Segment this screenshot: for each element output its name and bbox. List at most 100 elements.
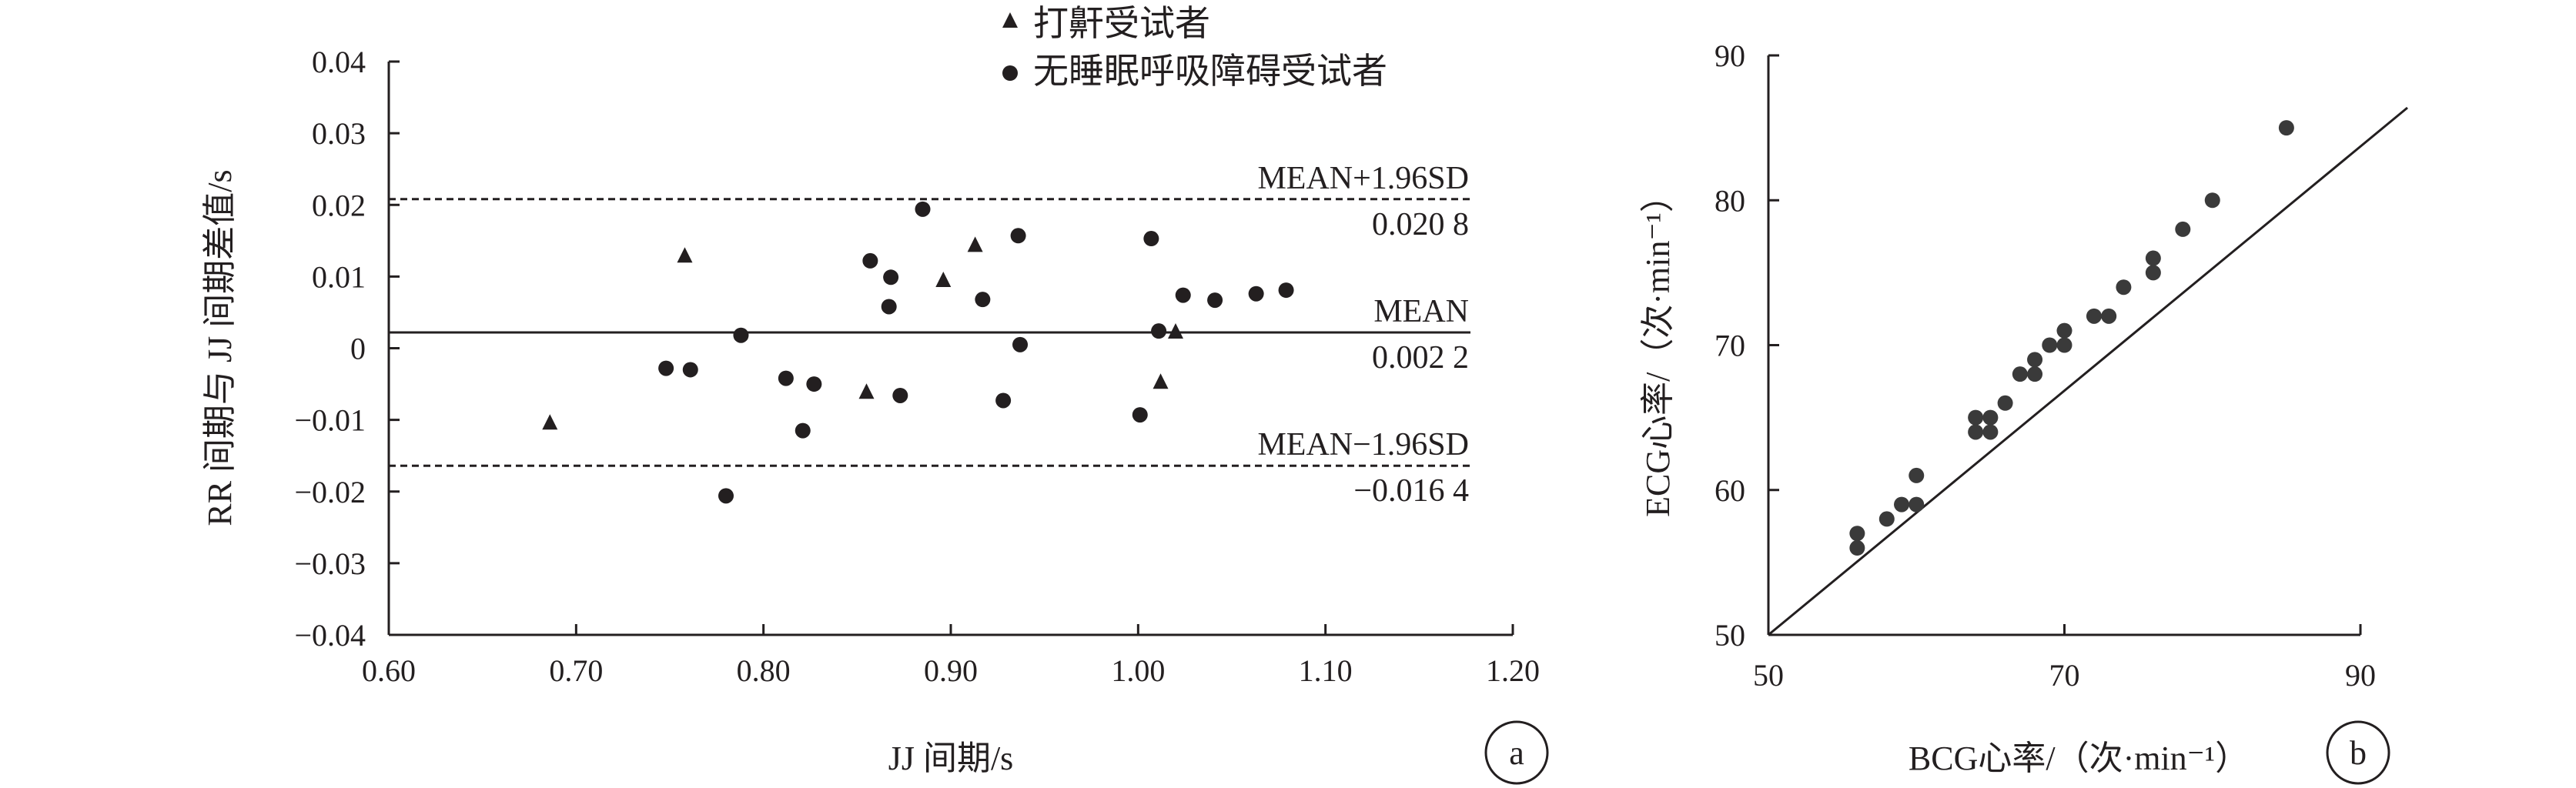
x-tick-label: 0.60: [362, 653, 416, 688]
y-tick-label: 0.01: [312, 259, 366, 294]
data-point-snoring: [1168, 323, 1183, 339]
data-point-snoring: [935, 271, 952, 287]
y-tick-label: 0.04: [312, 45, 366, 79]
y-tick-label: 0.03: [312, 116, 366, 151]
data-point-heart-rate: [2056, 337, 2073, 353]
data-point-normal: [975, 292, 991, 308]
x-tick-label: 1.10: [1299, 653, 1353, 688]
data-point-normal: [1012, 336, 1029, 352]
data-point-normal: [1010, 228, 1026, 244]
data-points-b: [1849, 120, 2294, 556]
legend-entry-snoring: 打鼾受试者: [1033, 4, 1210, 43]
data-point-heart-rate: [2012, 366, 2028, 382]
data-point-heart-rate: [1878, 511, 1895, 527]
legend-triangle-marker: [1002, 12, 1018, 28]
y-tick-label: 80: [1715, 183, 1745, 218]
data-point-normal: [1207, 292, 1223, 309]
data-point-heart-rate: [1849, 526, 1865, 542]
data-point-heart-rate: [2175, 221, 2191, 237]
data-point-heart-rate: [2027, 366, 2043, 382]
data-point-normal: [883, 269, 899, 285]
data-point-normal: [718, 488, 734, 504]
y-tick-label: 60: [1715, 473, 1745, 508]
x-axis-label-b: BCG心率/（次·min⁻¹）: [1909, 740, 2249, 777]
x-tick-label: 0.70: [549, 653, 603, 688]
y-tick-label: −0.01: [294, 403, 366, 438]
reference-line-value: −0.016 4: [1353, 473, 1469, 509]
y-axis-label-a: RR 间期与 JJ 间期差值/s: [201, 169, 239, 526]
reference-line-value: 0.002 2: [1372, 340, 1469, 376]
data-point-heart-rate: [2145, 250, 2161, 266]
bland-altman-chart: 0.04 0.03 0.02 0.01 0 −0.01 −0.02 −0.03 −0.04 0.…: [201, 4, 1549, 785]
y-tick-label: 90: [1715, 38, 1745, 73]
data-point-heart-rate: [2116, 279, 2132, 296]
data-point-normal: [1278, 282, 1294, 299]
data-point-heart-rate: [2278, 120, 2294, 136]
legend: 打鼾受试者 无睡眠呼吸障碍受试者: [1002, 4, 1387, 91]
data-point-normal: [881, 299, 897, 315]
data-point-normal: [682, 362, 698, 378]
y-tick-label: 70: [1715, 329, 1745, 363]
data-point-normal: [1175, 287, 1191, 303]
x-tick-label: 70: [2049, 658, 2080, 693]
svg-text:a: a: [1509, 734, 1524, 772]
x-axis-label-a: JJ 间期/s: [888, 740, 1014, 777]
data-point-normal: [658, 360, 674, 376]
y-ticks-b: 90 80 70 60 50: [1715, 38, 1779, 653]
data-point-normal: [915, 201, 931, 217]
data-point-heart-rate: [1968, 409, 1984, 426]
data-point-snoring: [677, 247, 693, 263]
data-point-normal: [1143, 231, 1159, 247]
svg-text:b: b: [2350, 734, 2367, 772]
identity-line: [1768, 106, 2408, 636]
x-tick-label: 0.80: [737, 653, 791, 688]
data-point-heart-rate: [2101, 308, 2117, 324]
data-point-normal: [1248, 285, 1264, 302]
data-point-snoring: [1153, 373, 1169, 389]
y-tick-label: −0.04: [294, 618, 366, 653]
data-point-heart-rate: [1997, 395, 2013, 411]
y-tick-label: 50: [1715, 618, 1745, 653]
x-tick-label: 0.90: [924, 653, 978, 688]
data-point-heart-rate: [1968, 424, 1984, 440]
reference-line-label: MEAN−1.96SD: [1257, 427, 1469, 462]
data-point-heart-rate: [1849, 540, 1865, 556]
reference-lines: MEAN+1.96SD 0.020 8 MEAN 0.002 2 MEAN−1.96SD…: [389, 161, 1470, 509]
x-tick-label: 90: [2345, 658, 2376, 693]
data-point-heart-rate: [1982, 409, 1999, 426]
data-point-heart-rate: [1909, 496, 1925, 513]
data-point-heart-rate: [1909, 467, 1925, 483]
data-points-a: [542, 201, 1294, 504]
data-point-heart-rate: [2056, 322, 2073, 339]
y-tick-label: −0.03: [294, 546, 366, 581]
data-point-normal: [778, 370, 794, 386]
data-point-snoring: [542, 414, 558, 430]
x-tick-label: 1.20: [1486, 653, 1540, 688]
data-point-snoring: [967, 236, 983, 252]
correlation-chart: 90 80 70 60 50 50 70 90 BCG心率/（次·min⁻¹） ECG心率/…: [1639, 38, 2408, 785]
y-tick-label: 0.02: [312, 188, 366, 222]
y-tick-label: −0.02: [294, 475, 366, 509]
data-point-normal: [995, 392, 1012, 409]
panel-label-b: b: [2326, 720, 2390, 785]
data-point-heart-rate: [2086, 308, 2102, 324]
data-point-heart-rate: [2027, 352, 2043, 368]
data-point-normal: [1151, 323, 1167, 339]
y-tick-label: 0: [350, 332, 366, 366]
y-ticks-a: 0.04 0.03 0.02 0.01 0 −0.01 −0.02 −0.03 −0.04: [294, 45, 400, 653]
reference-line-label: MEAN+1.96SD: [1257, 161, 1469, 196]
reference-line-value: 0.020 8: [1372, 207, 1469, 242]
data-point-normal: [795, 422, 811, 439]
panel-label-a: a: [1484, 720, 1549, 785]
reference-line-label: MEAN: [1373, 294, 1469, 329]
x-tick-label: 1.00: [1111, 653, 1165, 688]
y-axis-label-b: ECG心率/（次·min⁻¹）: [1639, 179, 1677, 517]
data-point-heart-rate: [2145, 265, 2161, 281]
data-point-normal: [1132, 407, 1148, 423]
x-tick-label: 50: [1753, 658, 1784, 693]
data-point-normal: [862, 252, 878, 269]
data-point-normal: [733, 327, 749, 343]
data-point-normal: [806, 376, 822, 392]
data-point-snoring: [858, 383, 875, 399]
